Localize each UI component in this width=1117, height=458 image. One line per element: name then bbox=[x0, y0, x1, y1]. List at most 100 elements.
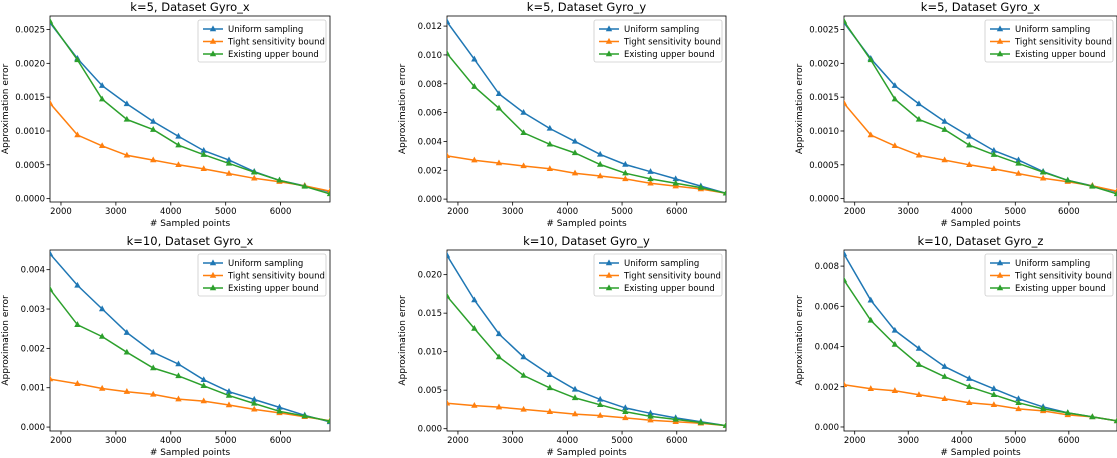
data-point bbox=[546, 408, 554, 414]
x-tick-label: 6000 bbox=[666, 436, 688, 446]
data-point bbox=[326, 417, 330, 424]
data-point bbox=[471, 324, 478, 331]
data-point bbox=[447, 152, 451, 159]
x-tick-label: 6000 bbox=[270, 207, 292, 217]
data-point bbox=[495, 90, 503, 97]
y-tick-label: 0.0025 bbox=[15, 26, 45, 36]
series-line bbox=[50, 288, 330, 422]
y-tick-label: 0.008 bbox=[815, 262, 839, 272]
data-point bbox=[1039, 168, 1047, 175]
legend-label: Existing upper bound bbox=[1015, 50, 1106, 60]
legend-frame bbox=[197, 253, 327, 297]
data-point bbox=[175, 395, 182, 402]
data-point bbox=[520, 371, 527, 378]
plot-area bbox=[50, 250, 330, 425]
data-point bbox=[175, 360, 182, 367]
data-point bbox=[520, 405, 527, 412]
data-point bbox=[596, 160, 604, 167]
data-point bbox=[647, 416, 654, 423]
legend-marker bbox=[605, 37, 613, 44]
data-point bbox=[520, 109, 527, 115]
x-tick-label: 4000 bbox=[951, 207, 973, 217]
series-line bbox=[844, 279, 1117, 422]
x-tick-label: 4000 bbox=[557, 207, 579, 217]
series-line bbox=[50, 102, 330, 192]
data-point bbox=[98, 82, 106, 88]
y-tick-label: 0.008 bbox=[418, 80, 442, 90]
x-tick-label: 2000 bbox=[447, 207, 469, 217]
y-axis-label: Approximation error bbox=[1, 64, 11, 155]
data-point bbox=[251, 395, 258, 402]
data-point bbox=[1064, 409, 1071, 416]
chart-title: k=10, Dataset Gyro_y bbox=[523, 234, 650, 248]
data-point bbox=[276, 176, 283, 183]
data-point bbox=[546, 165, 554, 172]
data-point bbox=[225, 169, 233, 176]
x-tick-label: 3000 bbox=[105, 207, 127, 217]
data-point bbox=[546, 124, 554, 131]
data-point bbox=[123, 348, 131, 355]
data-point bbox=[520, 162, 527, 169]
plot-area bbox=[447, 251, 726, 428]
data-point bbox=[1015, 395, 1022, 402]
series-line bbox=[844, 383, 1117, 422]
series-line bbox=[447, 295, 726, 427]
data-point bbox=[1015, 156, 1022, 163]
legend-label: Existing upper bound bbox=[228, 284, 319, 294]
data-point bbox=[622, 160, 629, 167]
legend-label: Tight sensitivity bound bbox=[227, 272, 325, 282]
data-point bbox=[471, 296, 478, 303]
data-point bbox=[1015, 399, 1022, 406]
y-axis-label: Approximation error bbox=[398, 295, 408, 386]
legend: Uniform sampling Tight sensitivity bound E… bbox=[593, 253, 723, 297]
x-tick-label: 4000 bbox=[160, 207, 182, 217]
data-point bbox=[622, 414, 629, 421]
data-point bbox=[225, 159, 233, 166]
legend-label: Uniform sampling bbox=[624, 25, 699, 35]
legend-label: Tight sensitivity bound bbox=[227, 38, 325, 48]
legend-marker bbox=[996, 271, 1004, 278]
legend: Uniform sampling Tight sensitivity bound E… bbox=[593, 19, 723, 63]
y-tick-label: 0.010 bbox=[418, 51, 442, 61]
x-tick-label: 4000 bbox=[951, 436, 973, 446]
chart-panel: k=10, Dataset Gyro_z 2000 3000 4000 5000 6000… bbox=[795, 234, 1117, 458]
data-point bbox=[844, 276, 848, 283]
y-tick-label: 0.003 bbox=[21, 305, 45, 315]
data-point bbox=[200, 165, 207, 172]
legend-label: Uniform sampling bbox=[624, 259, 699, 269]
data-point bbox=[50, 99, 54, 106]
data-point bbox=[891, 326, 899, 333]
y-tick-label: 0.006 bbox=[815, 302, 839, 312]
x-tick-label: 2000 bbox=[50, 207, 72, 217]
data-point bbox=[74, 131, 81, 138]
data-point bbox=[571, 137, 579, 144]
data-point bbox=[867, 385, 874, 391]
data-point bbox=[200, 146, 207, 153]
chart-title: k=5, Dataset Gyro_x bbox=[130, 0, 250, 14]
y-tick-label: 0.0020 bbox=[15, 59, 45, 69]
data-point bbox=[175, 372, 182, 379]
data-point bbox=[276, 403, 283, 410]
legend-marker bbox=[209, 284, 217, 291]
legend-label: Tight sensitivity bound bbox=[1014, 38, 1112, 48]
y-tick-label: 0.0010 bbox=[15, 127, 45, 137]
data-point bbox=[990, 385, 998, 391]
data-point bbox=[915, 361, 923, 367]
chart-title: k=5, Dataset Gyro_x bbox=[921, 0, 1041, 14]
data-point bbox=[990, 165, 998, 172]
data-point bbox=[891, 142, 899, 149]
legend-frame bbox=[593, 19, 723, 63]
legend: Uniform sampling Tight sensitivity bound E… bbox=[984, 253, 1114, 297]
data-point bbox=[98, 142, 106, 149]
data-point bbox=[915, 344, 923, 351]
y-tick-label: 0.0000 bbox=[15, 195, 45, 205]
data-point bbox=[990, 401, 998, 408]
y-tick-label: 0.0025 bbox=[809, 26, 839, 36]
data-point bbox=[1089, 413, 1096, 420]
data-point bbox=[990, 151, 998, 157]
data-point bbox=[495, 159, 503, 166]
data-point bbox=[471, 55, 478, 62]
data-point bbox=[966, 383, 973, 389]
legend-marker bbox=[209, 50, 217, 57]
data-point bbox=[844, 99, 848, 106]
